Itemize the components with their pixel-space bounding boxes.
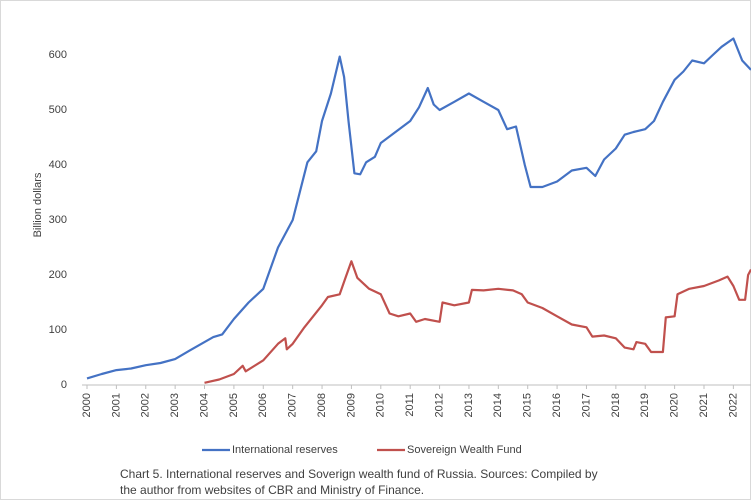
- y-tick-label: 500: [49, 104, 67, 116]
- legend-label: Sovereign Wealth Fund: [407, 444, 522, 456]
- y-axis-label: Billion dollars: [32, 172, 44, 237]
- x-tick-label: 2004: [198, 393, 210, 417]
- x-tick-label: 2017: [580, 393, 592, 417]
- x-tick-label: 2003: [169, 393, 181, 417]
- caption: the author from websites of CBR and Mini…: [120, 483, 424, 497]
- y-tick-label: 100: [49, 324, 67, 336]
- x-tick-label: 2022: [727, 393, 739, 417]
- x-tick-label: 2008: [316, 393, 328, 417]
- y-tick-label: 600: [49, 49, 67, 61]
- x-tick-label: 2019: [639, 393, 651, 417]
- x-tick-label: 2016: [551, 393, 563, 417]
- x-tick-label: 2011: [404, 393, 416, 417]
- x-tick-label: 2002: [140, 393, 152, 417]
- x-tick-label: 2015: [522, 393, 534, 417]
- caption: Chart 5. International reserves and Sove…: [120, 467, 598, 481]
- x-tick-label: 2009: [345, 393, 357, 417]
- line-series: [86, 37, 751, 380]
- x-tick-label: 2020: [669, 393, 681, 417]
- x-tick-label: 2018: [610, 393, 622, 417]
- y-tick-label: 400: [49, 159, 67, 171]
- x-tick-label: 2010: [375, 393, 387, 417]
- legend-label: International reserves: [232, 444, 338, 456]
- x-tick-label: 2000: [81, 393, 93, 417]
- x-tick-label: 2014: [492, 393, 504, 417]
- x-tick-label: 2013: [463, 393, 475, 417]
- x-tick-label: 2012: [433, 393, 445, 417]
- x-tick-label: 2021: [698, 393, 710, 417]
- x-tick-label: 2006: [257, 393, 269, 417]
- y-tick-label: 200: [49, 269, 67, 281]
- y-tick-label: 0: [61, 379, 67, 391]
- line-series: [204, 260, 751, 384]
- x-tick-label: 2001: [110, 393, 122, 417]
- x-tick-label: 2005: [228, 393, 240, 417]
- y-tick-label: 300: [49, 214, 67, 226]
- x-tick-label: 2007: [287, 393, 299, 417]
